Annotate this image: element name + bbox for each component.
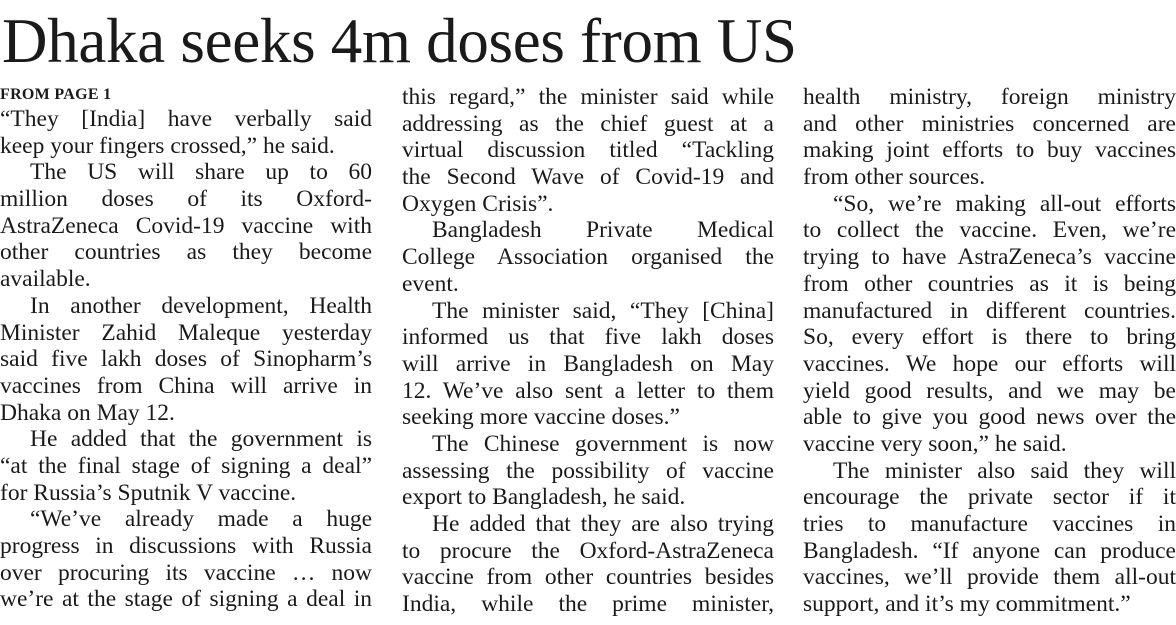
text-line: for Russia’s Sputnik V vaccine. (0, 479, 297, 506)
text-line: keep your fingers crossed,” he said. (0, 132, 335, 159)
paragraph: He added that the government is “at the f… (0, 426, 372, 506)
text-line: said five lakh doses of Sinopharm’s (0, 346, 372, 373)
text-line: support, and it’s my commitment.” (803, 591, 1131, 618)
text-line: “We’ve already made a huge (30, 506, 372, 533)
text-line: vaccines from China will arrive in (0, 372, 372, 399)
continued-from-label: FROM PAGE 1 (0, 86, 112, 103)
paragraph: The Chinese government is now assessing t… (402, 431, 774, 511)
text-line: able to give you good news over the (803, 404, 1176, 431)
text-line: The minister said, “They [China] (432, 297, 774, 324)
article-column-1: FROM PAGE 1 “They [India] have verbally … (0, 84, 372, 613)
paragraph: The minister also said they will encourag… (803, 458, 1176, 618)
text-line: virtual discussion titled “Tackling (402, 137, 774, 164)
text-line: and other ministries concerned are (803, 110, 1176, 137)
text-line: He added that they are also trying (432, 511, 774, 537)
text-line: “So, we’re making all-out efforts (833, 190, 1176, 217)
text-line: “at the final stage of signing a deal” (0, 452, 372, 479)
text-line: vaccine from other countries besides (402, 564, 774, 591)
text-line: making joint efforts to buy vaccines (803, 137, 1176, 164)
text-line: vaccine very soon,” he said. (803, 430, 1067, 457)
text-line: other countries as they become (0, 239, 372, 266)
text-line: India, while the prime minister, (402, 591, 774, 618)
text-line: So, every effort is there to bring (803, 324, 1176, 351)
text-line: the Second Wave of Covid-19 and (402, 164, 774, 191)
paragraph: Bangladesh Private Medical College Associ… (402, 217, 774, 297)
article-column-3: health ministry, foreign ministry and oth… (803, 84, 1176, 618)
text-line: Bangladesh. “If anyone can produce (803, 537, 1176, 564)
text-line: to procure the Oxford-AstraZeneca (402, 537, 774, 564)
text-line: health ministry, foreign ministry (803, 84, 1176, 110)
text-line: tries to manufacture vaccines in (803, 511, 1176, 537)
paragraph: The US will share up to 60 million doses … (0, 159, 372, 292)
text-line: The minister also said they will (833, 457, 1176, 484)
text-line: over procuring its vaccine … now (0, 559, 372, 586)
text-line: The Chinese government is now (432, 430, 774, 457)
text-line: progress in discussions with Russia (0, 533, 372, 559)
text-line: from other sources. (803, 164, 986, 191)
text-line: million doses of its Oxford- (0, 186, 372, 213)
paragraph: “We’ve already made a huge progress in di… (0, 506, 372, 613)
text-line: vaccines. We hope our efforts will (803, 350, 1176, 377)
text-line: College Association organised the (402, 244, 774, 271)
paragraph: In another development, Health Minister Z… (0, 293, 372, 426)
headline: Dhaka seeks 4m doses from US (2, 6, 797, 76)
text-line: Oxygen Crisis”. (402, 190, 554, 217)
paragraph: The minister said, “They [China] informed… (402, 298, 774, 431)
text-line: 12. We’ve also sent a letter to them (402, 377, 774, 404)
text-line: informed us that five lakh doses (402, 324, 774, 351)
text-line: this regard,” the minister said while (402, 84, 774, 110)
text-line: “They [India] have verbally said (0, 106, 372, 132)
text-line: will arrive in Bangladesh on May (402, 350, 774, 377)
paragraph: “They [India] have verbally said keep you… (0, 106, 372, 159)
text-line: He added that the government is (30, 426, 372, 453)
text-line: Bangladesh Private Medical (432, 217, 774, 244)
text-line: assessing the possibility of vaccine (402, 457, 774, 484)
article-column-2: this regard,” the minister said while add… (402, 84, 774, 618)
text-line: to collect the vaccine. Even, we’re (803, 217, 1176, 244)
text-line: AstraZeneca Covid-19 vaccine with (0, 212, 372, 239)
text-line: In another development, Health (30, 292, 372, 319)
paragraph: health ministry, foreign ministry and oth… (803, 84, 1176, 191)
text-line: Dhaka on May 12. (0, 399, 175, 426)
paragraph: this regard,” the minister said while add… (402, 84, 774, 217)
text-line: The US will share up to 60 (30, 159, 372, 186)
text-line: export to Bangladesh, he said. (402, 484, 686, 511)
text-line: manufactured in different countries. (803, 297, 1176, 324)
text-line: available. (0, 266, 91, 293)
text-line: from other countries as it is being (803, 270, 1176, 297)
paragraph: “So, we’re making all-out efforts to coll… (803, 191, 1176, 458)
text-line: Minister Zahid Maleque yesterday (0, 319, 372, 346)
paragraph: He added that they are also trying to pro… (402, 511, 774, 618)
text-line: we’re at the stage of signing a deal in (0, 586, 372, 613)
text-line: trying to have AstraZeneca’s vaccine (803, 244, 1176, 271)
text-line: yield good results, and we may be (803, 377, 1176, 404)
text-line: event. (402, 270, 459, 297)
text-line: addressing as the chief guest at a (402, 110, 774, 137)
text-line: encourage the private sector if it (803, 484, 1176, 511)
text-line: seeking more vaccine doses.” (402, 404, 680, 431)
text-line: vaccines, we’ll provide them all-out (803, 564, 1176, 591)
